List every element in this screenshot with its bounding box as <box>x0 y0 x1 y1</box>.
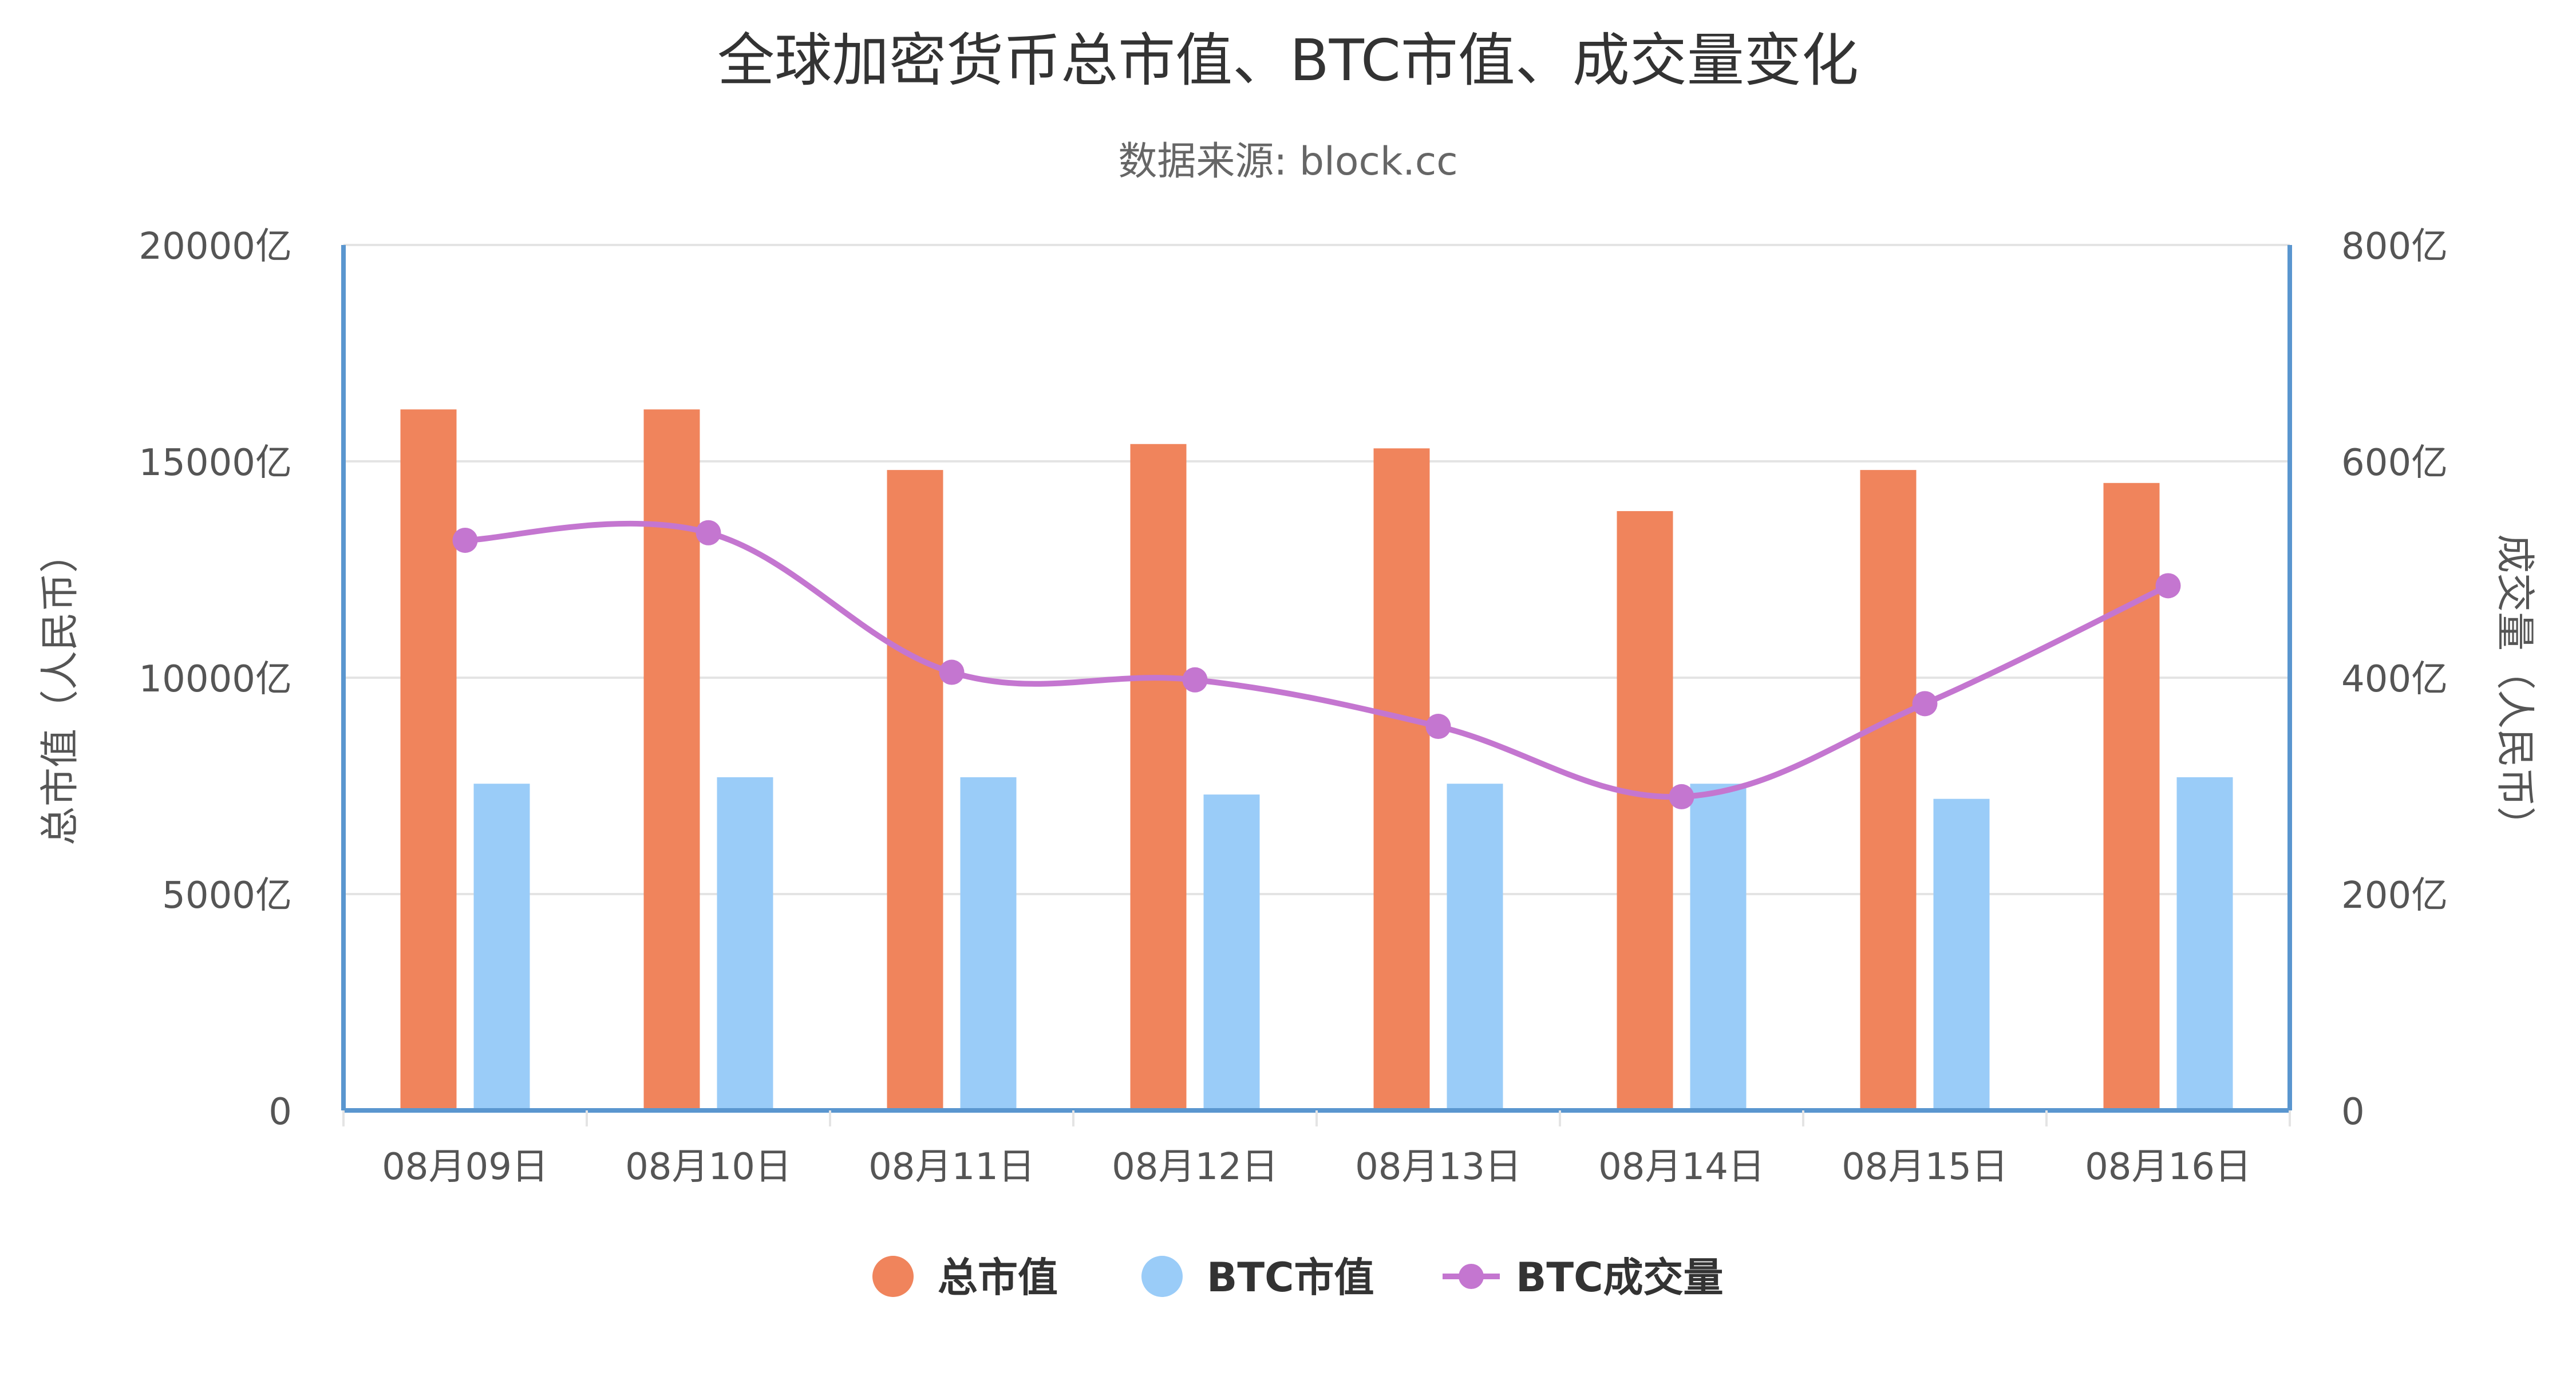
btc-volume-point <box>939 659 965 685</box>
btc-marketcap-bar <box>473 784 530 1110</box>
total-marketcap-bar <box>887 470 943 1110</box>
total-marketcap-bar <box>2103 483 2160 1110</box>
btc-volume-point <box>452 527 478 553</box>
total-marketcap-bar <box>1860 470 1917 1110</box>
y-left-tick-label: 20000亿 <box>139 226 292 268</box>
btc-volume-point <box>1912 691 1938 717</box>
legend-label: BTC成交量 <box>1516 1254 1723 1301</box>
chart-title: 全球加密货币总市值、BTC市值、成交量变化 <box>717 27 1859 94</box>
y-right-tick-label: 0 <box>2341 1091 2365 1133</box>
total-marketcap-bar <box>400 409 457 1110</box>
btc-marketcap-bar <box>717 777 773 1110</box>
btc-volume-point <box>2155 573 2181 599</box>
y-axis-left-title: 总市值（人民币） <box>38 534 83 845</box>
y-right-tick-label: 400亿 <box>2341 658 2448 701</box>
btc-marketcap-bar <box>1690 784 1747 1110</box>
x-tick-label: 08月12日 <box>1112 1146 1278 1188</box>
btc-marketcap-bar <box>960 777 1017 1110</box>
btc-volume-point <box>1182 667 1208 693</box>
x-tick-label: 08月10日 <box>625 1146 792 1188</box>
bar-series <box>400 409 2233 1111</box>
y-right-tick-label: 800亿 <box>2341 226 2448 268</box>
y-right-tick-label: 200亿 <box>2341 875 2448 917</box>
y-right-tick-label: 600亿 <box>2341 442 2448 484</box>
btc-volume-point <box>1425 714 1451 740</box>
x-tick-label: 08月09日 <box>382 1146 548 1188</box>
btc-marketcap-bar <box>1933 798 1990 1110</box>
y-left-tick-label: 10000亿 <box>139 658 292 701</box>
axis-labels: 总市值（人民币） 成交量（人民币） <box>38 534 2537 845</box>
line-series <box>452 520 2181 809</box>
btc-volume-point <box>1669 784 1694 809</box>
axes: 0 0 5000亿 200亿 10000亿 400亿 15000亿 600亿 20000亿 800… <box>139 226 2448 1188</box>
y-left-tick-label: 15000亿 <box>139 442 292 484</box>
y-axis-right-title: 成交量（人民币） <box>2492 534 2537 845</box>
y-left-tick-label: 0 <box>268 1091 292 1133</box>
x-tick-label: 08月16日 <box>2085 1146 2251 1188</box>
x-tick-label: 08月11日 <box>868 1146 1035 1188</box>
total-marketcap-bar <box>1130 444 1187 1110</box>
chart-subtitle: 数据来源: block.cc <box>1118 139 1457 184</box>
btc-marketcap-bar <box>2176 777 2233 1110</box>
x-tick-label: 08月13日 <box>1355 1146 1522 1188</box>
legend-marker <box>1459 1264 1484 1289</box>
total-marketcap-bar <box>1373 448 1430 1110</box>
legend-marker <box>872 1256 914 1297</box>
grid-lines <box>343 244 2290 895</box>
total-marketcap-bar <box>1617 511 1673 1111</box>
btc-marketcap-bar <box>1447 784 1503 1110</box>
legend-marker <box>1141 1256 1183 1297</box>
y-left-tick-label: 5000亿 <box>162 875 292 917</box>
btc-volume-point <box>696 520 721 545</box>
total-marketcap-bar <box>643 409 700 1110</box>
legend: 总市值 BTC市值 BTC成交量 <box>872 1254 1723 1301</box>
x-tick-label: 08月15日 <box>1842 1146 2008 1188</box>
legend-label: 总市值 <box>938 1254 1058 1301</box>
btc-volume-line <box>465 520 2170 800</box>
legend-label: BTC市值 <box>1207 1254 1374 1301</box>
btc-marketcap-bar <box>1203 794 1260 1110</box>
x-tick-label: 08月14日 <box>1598 1146 1765 1188</box>
